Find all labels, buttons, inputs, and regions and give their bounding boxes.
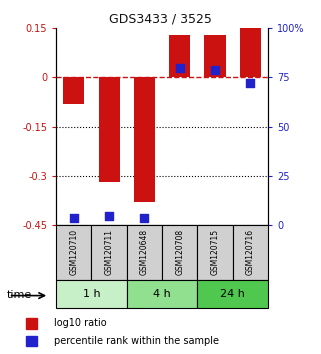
Text: 1 h: 1 h [83,289,100,299]
Bar [204,35,226,78]
Point [71,215,76,221]
FancyBboxPatch shape [56,225,91,280]
Point [248,80,253,86]
Bar [240,28,261,78]
FancyBboxPatch shape [127,225,162,280]
Point [177,65,182,70]
FancyBboxPatch shape [162,225,197,280]
Text: 24 h: 24 h [220,289,245,299]
Point [142,215,147,221]
Bar [134,78,155,202]
Bar [169,35,190,78]
Text: time: time [6,290,32,299]
Bar [26,336,37,346]
Text: GSM120716: GSM120716 [246,229,255,275]
Bar [63,78,84,104]
Text: 4 h: 4 h [153,289,171,299]
Text: GDS3433 / 3525: GDS3433 / 3525 [109,13,212,26]
Bar [26,318,37,329]
Text: GSM120715: GSM120715 [211,229,220,275]
Text: GSM120710: GSM120710 [69,229,78,275]
FancyBboxPatch shape [197,225,233,280]
FancyBboxPatch shape [91,225,127,280]
Point [213,67,218,73]
FancyBboxPatch shape [56,280,127,308]
Text: GSM120648: GSM120648 [140,229,149,275]
FancyBboxPatch shape [127,280,197,308]
Text: GSM120711: GSM120711 [105,229,114,275]
Text: log10 ratio: log10 ratio [54,318,107,328]
Point [107,213,112,219]
Text: GSM120708: GSM120708 [175,229,184,275]
Text: percentile rank within the sample: percentile rank within the sample [54,336,219,346]
FancyBboxPatch shape [197,280,268,308]
Bar [99,78,120,182]
FancyBboxPatch shape [233,225,268,280]
